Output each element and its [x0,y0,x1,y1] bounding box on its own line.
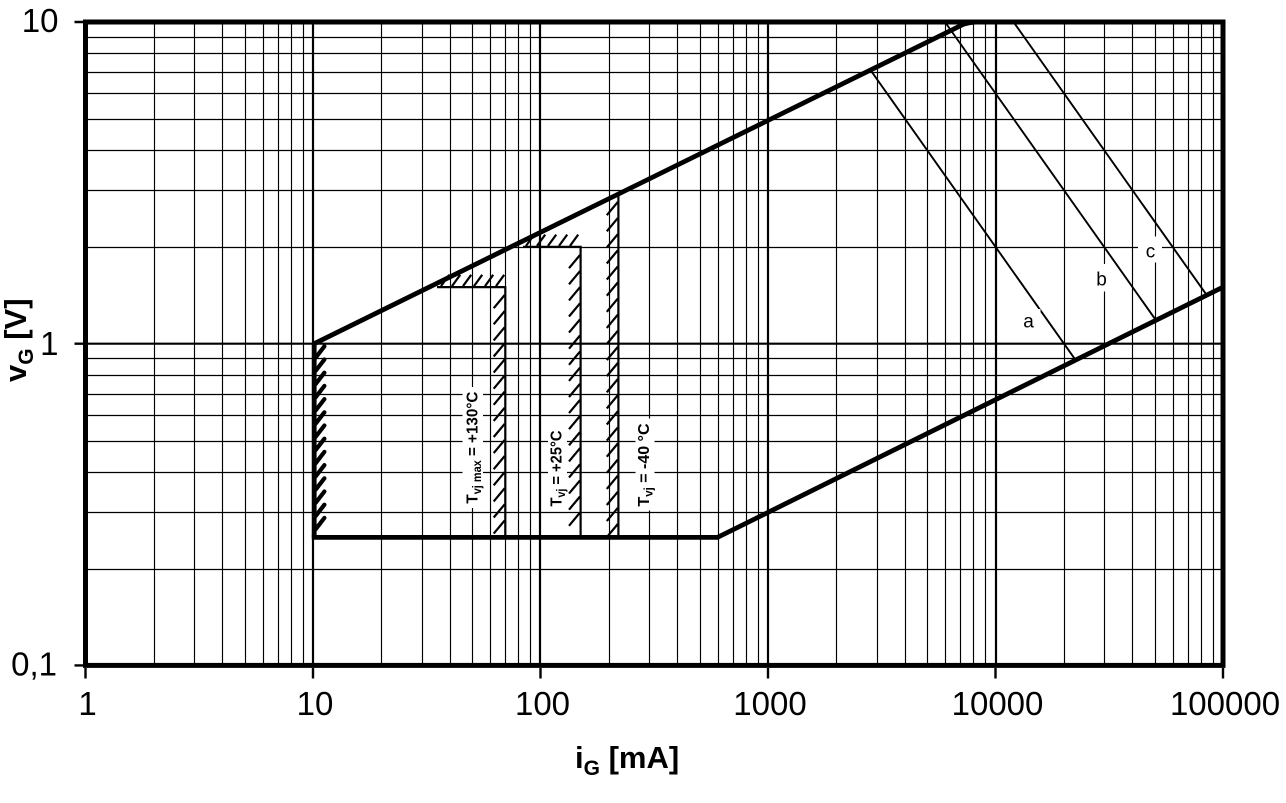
svg-text:1000: 1000 [733,685,806,722]
svg-text:1: 1 [78,685,96,722]
svg-text:a: a [1023,312,1034,333]
svg-text:Tvj = +25°C: Tvj = +25°C [549,430,569,506]
svg-text:100000: 100000 [1170,685,1280,722]
svg-text:c: c [1146,242,1156,263]
svg-text:1: 1 [40,325,58,362]
svg-text:Tvj = -40 °C: Tvj = -40 °C [636,423,656,506]
svg-text:0,1: 0,1 [11,646,57,683]
svg-text:10: 10 [297,685,334,722]
svg-text:10: 10 [22,2,59,39]
svg-text:10000: 10000 [952,685,1044,722]
svg-text:vG [V]: vG [V] [0,298,38,382]
svg-text:100: 100 [515,685,570,722]
svg-text:b: b [1096,270,1107,291]
